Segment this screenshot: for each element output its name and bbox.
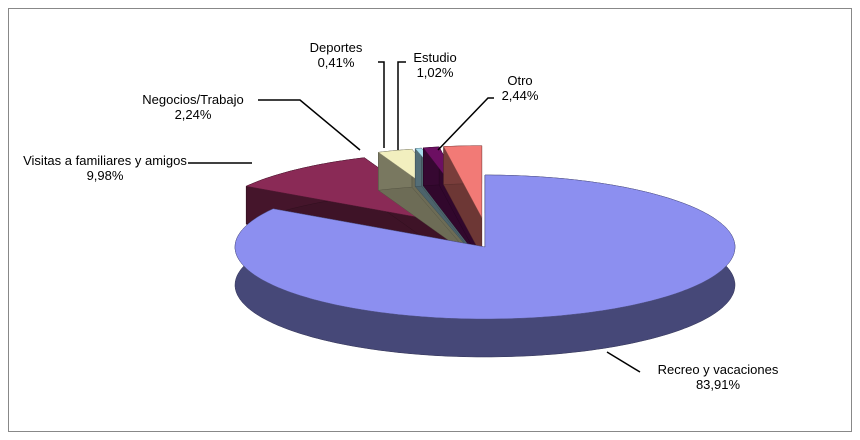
leader-line	[258, 99, 361, 151]
pie-slice	[234, 174, 736, 358]
value-label: 1,02%	[416, 65, 454, 80]
leader-line	[606, 351, 641, 373]
slice-top	[443, 145, 483, 218]
slice-top	[234, 174, 736, 320]
category-label: Recreo y vacaciones	[657, 362, 779, 377]
slice-label: Deportes 0,41%	[291, 40, 381, 70]
category-label: Otro	[507, 73, 533, 88]
slice-label: Visitas a familiares y amigos 9,98%	[20, 153, 190, 183]
slice-label: Estudio 1,02%	[390, 50, 480, 80]
leader-line	[437, 97, 494, 151]
category-label: Deportes	[309, 40, 363, 55]
leader-line	[378, 61, 385, 148]
slice-label: Otro 2,44%	[480, 73, 560, 103]
category-label: Negocios/Trabajo	[142, 92, 244, 107]
pie-slice	[443, 145, 483, 256]
category-label: Visitas a familiares y amigos	[23, 153, 187, 168]
category-label: Estudio	[413, 50, 457, 65]
value-label: 2,44%	[501, 88, 539, 103]
value-label: 2,24%	[174, 107, 212, 122]
value-label: 0,41%	[317, 55, 355, 70]
leader-line	[397, 61, 406, 150]
slice-label: Recreo y vacaciones 83,91%	[618, 362, 818, 392]
value-label: 83,91%	[695, 377, 741, 392]
slice-label: Negocios/Trabajo 2,24%	[118, 92, 268, 122]
value-label: 9,98%	[86, 168, 124, 183]
